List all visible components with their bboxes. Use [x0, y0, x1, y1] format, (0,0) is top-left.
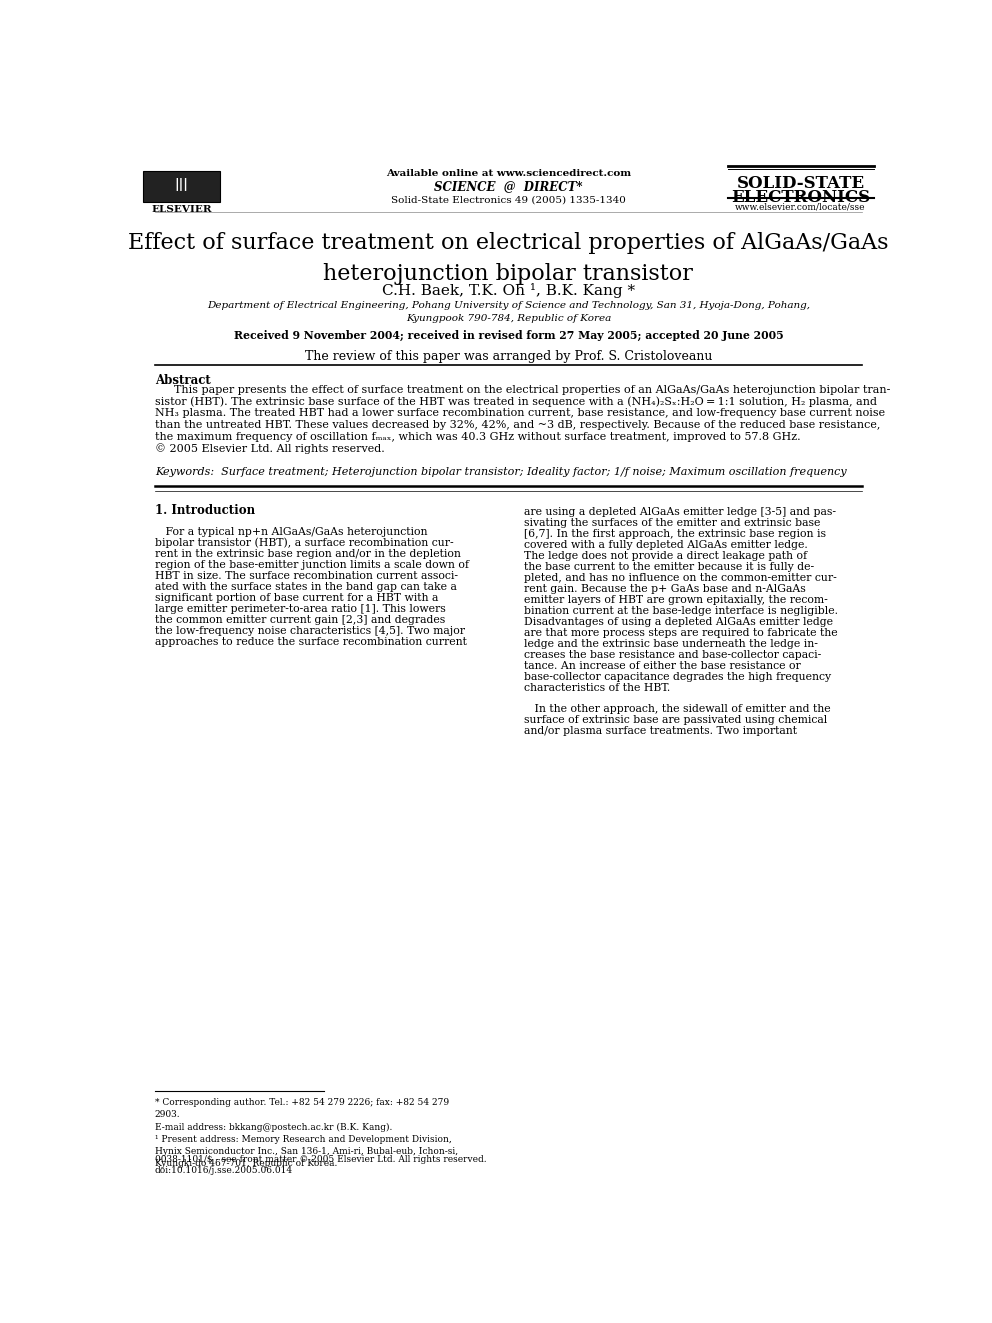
Text: significant portion of base current for a HBT with a: significant portion of base current for …: [155, 593, 438, 602]
Text: 1. Introduction: 1. Introduction: [155, 504, 255, 517]
Text: pleted, and has no influence on the common-emitter cur-: pleted, and has no influence on the comm…: [524, 573, 836, 583]
Text: ¹ Present address: Memory Research and Development Division,: ¹ Present address: Memory Research and D…: [155, 1135, 451, 1143]
Text: Abstract: Abstract: [155, 373, 210, 386]
Text: large emitter perimeter-to-area ratio [1]. This lowers: large emitter perimeter-to-area ratio [1…: [155, 603, 445, 614]
Text: NH₃ plasma. The treated HBT had a lower surface recombination current, base resi: NH₃ plasma. The treated HBT had a lower …: [155, 409, 885, 418]
Text: doi:10.1016/j.sse.2005.06.014: doi:10.1016/j.sse.2005.06.014: [155, 1167, 293, 1175]
Bar: [143, 171, 220, 201]
Text: Hynix Semiconductor Inc., San 136-1, Ami-ri, Bubal-eub, Ichon-si,: Hynix Semiconductor Inc., San 136-1, Ami…: [155, 1147, 458, 1156]
Text: Disadvantages of using a depleted AlGaAs emitter ledge: Disadvantages of using a depleted AlGaAs…: [524, 617, 832, 627]
Text: * Corresponding author. Tel.: +82 54 279 2226; fax: +82 54 279: * Corresponding author. Tel.: +82 54 279…: [155, 1098, 448, 1107]
Text: approaches to reduce the surface recombination current: approaches to reduce the surface recombi…: [155, 636, 466, 647]
Text: ELECTRONICS: ELECTRONICS: [731, 189, 870, 206]
Text: region of the base-emitter junction limits a scale down of: region of the base-emitter junction limi…: [155, 560, 469, 569]
Text: Solid-State Electronics 49 (2005) 1335-1340: Solid-State Electronics 49 (2005) 1335-1…: [391, 196, 626, 205]
Text: rent in the extrinsic base region and/or in the depletion: rent in the extrinsic base region and/or…: [155, 549, 460, 558]
Text: www.elsevier.com/locate/sse: www.elsevier.com/locate/sse: [735, 202, 866, 212]
Text: ELSEVIER: ELSEVIER: [152, 205, 212, 213]
Text: For a typical np+n AlGaAs/GaAs heterojunction: For a typical np+n AlGaAs/GaAs heterojun…: [155, 527, 428, 537]
Text: 2903.: 2903.: [155, 1110, 181, 1119]
Text: the low-frequency noise characteristics [4,5]. Two major: the low-frequency noise characteristics …: [155, 626, 464, 635]
Text: the base current to the emitter because it is fully de-: the base current to the emitter because …: [524, 562, 813, 572]
Text: base-collector capacitance degrades the high frequency: base-collector capacitance degrades the …: [524, 672, 831, 683]
Text: Received 9 November 2004; received in revised form 27 May 2005; accepted 20 June: Received 9 November 2004; received in re…: [233, 329, 784, 341]
Text: emitter layers of HBT are grown epitaxially, the recom-: emitter layers of HBT are grown epitaxia…: [524, 595, 827, 605]
Text: The review of this paper was arranged by Prof. S. Cristoloveanu: The review of this paper was arranged by…: [305, 351, 712, 364]
Text: |||: |||: [175, 179, 188, 192]
Text: In the other approach, the sidewall of emitter and the: In the other approach, the sidewall of e…: [524, 704, 830, 714]
Text: ated with the surface states in the band gap can take a: ated with the surface states in the band…: [155, 582, 456, 591]
Text: This paper presents the effect of surface treatment on the electrical properties: This paper presents the effect of surfac…: [174, 385, 891, 394]
Text: covered with a fully depleted AlGaAs emitter ledge.: covered with a fully depleted AlGaAs emi…: [524, 540, 807, 550]
Text: the common emitter current gain [2,3] and degrades: the common emitter current gain [2,3] an…: [155, 614, 445, 624]
Text: than the untreated HBT. These values decreased by 32%, 42%, and ~3 dB, respectiv: than the untreated HBT. These values dec…: [155, 421, 880, 430]
Text: [6,7]. In the first approach, the extrinsic base region is: [6,7]. In the first approach, the extrin…: [524, 529, 825, 540]
Text: and/or plasma surface treatments. Two important: and/or plasma surface treatments. Two im…: [524, 726, 797, 737]
Text: C.H. Baek, T.K. Oh ¹, B.K. Kang *: C.H. Baek, T.K. Oh ¹, B.K. Kang *: [382, 283, 635, 298]
Text: ledge and the extrinsic base underneath the ledge in-: ledge and the extrinsic base underneath …: [524, 639, 817, 650]
Text: Department of Electrical Engineering, Pohang University of Science and Technolog: Department of Electrical Engineering, Po…: [207, 302, 809, 311]
Text: HBT in size. The surface recombination current associ-: HBT in size. The surface recombination c…: [155, 570, 457, 581]
Text: creases the base resistance and base-collector capaci-: creases the base resistance and base-col…: [524, 650, 821, 660]
Text: © 2005 Elsevier Ltd. All rights reserved.: © 2005 Elsevier Ltd. All rights reserved…: [155, 443, 385, 454]
Text: sivating the surfaces of the emitter and extrinsic base: sivating the surfaces of the emitter and…: [524, 519, 820, 528]
Text: E-mail address: bkkang@postech.ac.kr (B.K. Kang).: E-mail address: bkkang@postech.ac.kr (B.…: [155, 1122, 392, 1131]
Text: 0038-1101/$ - see front matter © 2005 Elsevier Ltd. All rights reserved.: 0038-1101/$ - see front matter © 2005 El…: [155, 1155, 486, 1164]
Text: surface of extrinsic base are passivated using chemical: surface of extrinsic base are passivated…: [524, 716, 827, 725]
Text: characteristics of the HBT.: characteristics of the HBT.: [524, 683, 670, 693]
Text: rent gain. Because the p+ GaAs base and n-AlGaAs: rent gain. Because the p+ GaAs base and …: [524, 585, 806, 594]
Text: are that more process steps are required to fabricate the: are that more process steps are required…: [524, 628, 837, 638]
Text: SOLID-STATE: SOLID-STATE: [736, 175, 865, 192]
Text: tance. An increase of either the base resistance or: tance. An increase of either the base re…: [524, 662, 801, 671]
Text: Keywords:  Surface treatment; Heterojunction bipolar transistor; Ideality factor: Keywords: Surface treatment; Heterojunct…: [155, 467, 846, 478]
Text: bination current at the base-ledge interface is negligible.: bination current at the base-ledge inter…: [524, 606, 838, 617]
Text: The ledge does not provide a direct leakage path of: The ledge does not provide a direct leak…: [524, 552, 806, 561]
Text: Kyungpook 790-784, Republic of Korea: Kyungpook 790-784, Republic of Korea: [406, 314, 611, 323]
Text: Kyungki-do 467-701, Republic of Korea.: Kyungki-do 467-701, Republic of Korea.: [155, 1159, 337, 1168]
Text: are using a depleted AlGaAs emitter ledge [3-5] and pas-: are using a depleted AlGaAs emitter ledg…: [524, 507, 836, 517]
Text: Available online at www.sciencedirect.com: Available online at www.sciencedirect.co…: [386, 169, 631, 179]
Text: SCIENCE  @  DIRECT*: SCIENCE @ DIRECT*: [434, 180, 582, 193]
Text: the maximum frequency of oscillation fₘₐₓ, which was 40.3 GHz without surface tr: the maximum frequency of oscillation fₘₐ…: [155, 431, 801, 442]
Text: Effect of surface treatment on electrical properties of AlGaAs/GaAs
heterojuncti: Effect of surface treatment on electrica…: [128, 232, 889, 284]
Text: bipolar transistor (HBT), a surface recombination cur-: bipolar transistor (HBT), a surface reco…: [155, 537, 453, 548]
Text: sistor (HBT). The extrinsic base surface of the HBT was treated in sequence with: sistor (HBT). The extrinsic base surface…: [155, 397, 877, 407]
